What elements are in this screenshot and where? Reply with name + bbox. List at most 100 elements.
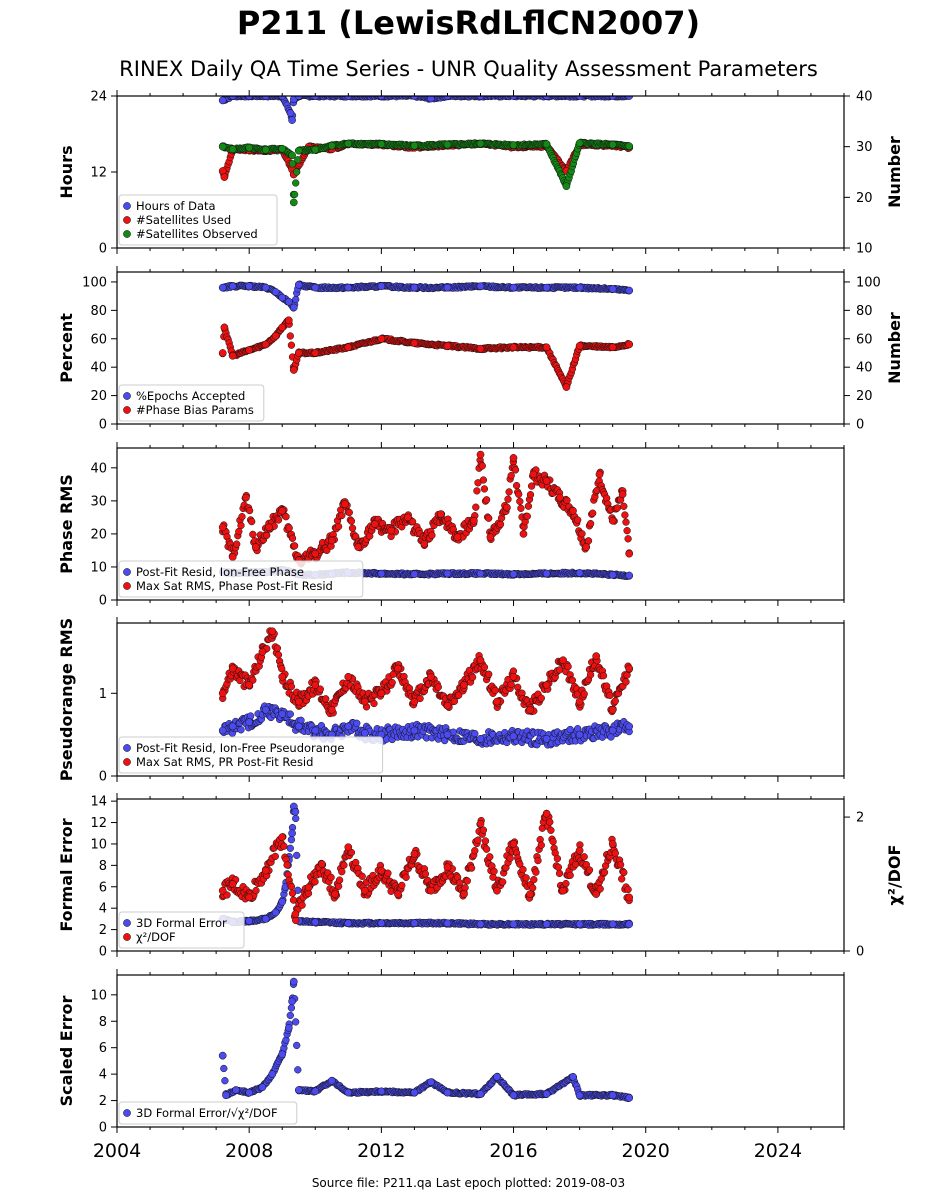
y-tick-label: 10 bbox=[90, 560, 107, 575]
legend-entry: #Satellites Observed bbox=[136, 227, 258, 241]
data-point bbox=[311, 145, 320, 154]
data-point bbox=[476, 734, 485, 743]
data-point bbox=[608, 705, 617, 714]
legend-entry: Post-Fit Resid, Ion-Free Phase bbox=[136, 565, 304, 579]
data-point bbox=[360, 697, 369, 706]
scatter-points bbox=[218, 977, 634, 1103]
data-point bbox=[288, 997, 296, 1006]
data-point bbox=[410, 697, 419, 706]
data-point bbox=[294, 146, 303, 155]
data-point bbox=[258, 648, 267, 656]
data-point bbox=[493, 697, 501, 706]
legend-box bbox=[118, 1101, 298, 1125]
data-point bbox=[608, 571, 617, 579]
data-point bbox=[509, 343, 518, 352]
data-point bbox=[509, 454, 518, 462]
y-tick-label: 20 bbox=[90, 389, 107, 404]
data-point bbox=[575, 846, 584, 855]
data-point bbox=[562, 383, 571, 391]
data-point bbox=[294, 280, 303, 289]
legend-entry: 3D Formal Error bbox=[136, 916, 227, 930]
data-point bbox=[509, 1091, 518, 1100]
data-point bbox=[245, 1088, 254, 1097]
legend-marker bbox=[123, 392, 131, 400]
data-point bbox=[228, 351, 237, 360]
data-point bbox=[311, 681, 320, 689]
legend-marker bbox=[123, 202, 131, 210]
data-point bbox=[476, 344, 485, 353]
legend: Hours of Data#Satellites Used#Satellites… bbox=[118, 194, 278, 246]
panel-2: 0 20 40 60 80 100 Percent 0 20 40 60 80 100 Number %Ep… bbox=[57, 266, 904, 433]
data-point bbox=[410, 1088, 419, 1097]
scatter-points bbox=[218, 96, 634, 207]
y-axis-label: Scaled Error bbox=[57, 996, 76, 1107]
y2-tick-label: 2 bbox=[856, 811, 864, 826]
y-tick-label: 2 bbox=[99, 1094, 107, 1109]
data-point bbox=[377, 282, 386, 291]
legend-marker bbox=[123, 568, 131, 576]
data-point bbox=[470, 516, 478, 525]
legend-entry: Hours of Data bbox=[136, 199, 216, 213]
data-point bbox=[228, 664, 237, 673]
data-point bbox=[311, 549, 320, 558]
data-point bbox=[278, 293, 287, 302]
y-tick-label: 10 bbox=[90, 988, 107, 1003]
data-point bbox=[625, 1094, 634, 1102]
y-tick-label: 100 bbox=[82, 275, 107, 290]
data-point bbox=[304, 883, 313, 892]
data-point bbox=[278, 710, 287, 718]
data-point bbox=[261, 145, 270, 154]
data-point bbox=[220, 173, 229, 181]
data-point bbox=[228, 553, 237, 561]
data-point bbox=[261, 705, 270, 714]
y2-tick-label: 40 bbox=[856, 90, 873, 105]
data-point bbox=[394, 890, 402, 898]
data-point bbox=[291, 910, 300, 919]
data-point bbox=[218, 689, 227, 698]
data-point bbox=[453, 533, 462, 542]
data-point bbox=[242, 493, 250, 502]
y-tick-label: 0 bbox=[99, 770, 107, 785]
data-point bbox=[542, 140, 551, 148]
data-point bbox=[271, 332, 280, 340]
data-point bbox=[288, 151, 296, 160]
data-point bbox=[509, 141, 518, 149]
data-point bbox=[625, 340, 634, 349]
y-tick-label: 14 bbox=[90, 795, 107, 810]
data-point bbox=[476, 1090, 485, 1098]
data-point bbox=[220, 323, 229, 332]
legend-marker bbox=[123, 406, 131, 414]
data-point bbox=[311, 349, 320, 357]
data-point bbox=[327, 1076, 336, 1085]
data-point bbox=[410, 141, 419, 150]
y-axis-label: Percent bbox=[57, 313, 76, 383]
data-point bbox=[526, 705, 534, 714]
data-point bbox=[245, 143, 254, 152]
data-point bbox=[278, 1050, 287, 1059]
y-axis-label: Formal Error bbox=[57, 818, 76, 931]
y2-tick-label: 0 bbox=[856, 418, 864, 433]
legend: Post-Fit Resid, Ion-Free PseudorangeMax … bbox=[118, 736, 384, 774]
legend-marker bbox=[123, 1109, 131, 1117]
y-tick-label: 2 bbox=[99, 923, 107, 938]
data-point bbox=[344, 139, 353, 148]
legend-marker bbox=[123, 230, 131, 238]
data-point bbox=[245, 282, 254, 291]
data-point bbox=[261, 340, 270, 349]
y-tick-label: 12 bbox=[90, 816, 107, 831]
data-point bbox=[354, 543, 363, 551]
data-point bbox=[289, 303, 298, 312]
data-point bbox=[625, 920, 634, 929]
data-point bbox=[443, 919, 452, 928]
data-point bbox=[509, 840, 518, 848]
data-point bbox=[519, 530, 528, 538]
data-point bbox=[360, 729, 369, 737]
data-point bbox=[476, 282, 485, 291]
data-point bbox=[625, 286, 634, 295]
y2-tick-label: 10 bbox=[856, 242, 873, 257]
y-tick-label: 30 bbox=[90, 494, 107, 509]
data-point bbox=[410, 726, 419, 735]
